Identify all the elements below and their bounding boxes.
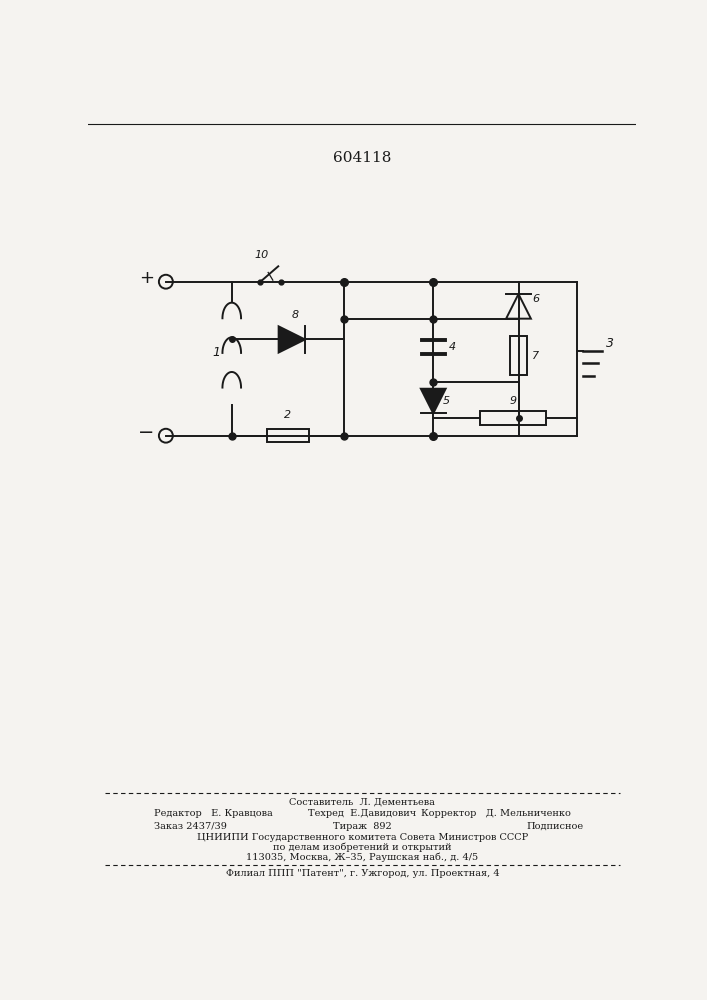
Text: 604118: 604118 [333,151,391,165]
Text: 1: 1 [212,346,220,359]
Text: 9: 9 [509,396,516,406]
Text: 4: 4 [449,342,456,352]
Text: 7: 7 [532,351,539,361]
Bar [480,411,546,425]
Bar [267,429,309,442]
Text: Техред  Е.Давидович: Техред Е.Давидович [308,808,416,818]
Polygon shape [506,294,531,319]
Text: по делам изобретений и открытий: по делам изобретений и открытий [273,843,452,852]
Text: Подписное: Подписное [527,822,584,831]
Text: 113035, Москва, Ж–35, Раушская наб., д. 4/5: 113035, Москва, Ж–35, Раушская наб., д. … [246,852,479,862]
Text: 5: 5 [443,396,450,406]
Text: 6: 6 [532,294,539,304]
Text: Заказ 2437/39: Заказ 2437/39 [154,822,227,831]
Text: ЦНИИПИ Государственного комитета Совета Министров СССР: ЦНИИПИ Государственного комитета Совета … [197,833,528,842]
Text: +: + [139,269,154,287]
Text: 3: 3 [606,337,614,350]
Text: Составитель  Л. Дементьева: Составитель Л. Дементьева [289,798,436,807]
Text: 8: 8 [292,310,299,320]
Text: −: − [139,423,155,442]
Text: Редактор   Е. Кравцова: Редактор Е. Кравцова [154,808,273,818]
Bar [510,336,527,375]
Text: 2: 2 [284,410,291,420]
Text: Филиал ППП "Патент", г. Ужгород, ул. Проектная, 4: Филиал ППП "Патент", г. Ужгород, ул. Про… [226,869,499,878]
Text: Корректор   Д. Мельниченко: Корректор Д. Мельниченко [421,808,571,818]
Text: Тираж  892: Тираж 892 [333,822,392,831]
Polygon shape [279,326,305,353]
Text: 10: 10 [255,250,269,260]
Polygon shape [421,389,445,413]
